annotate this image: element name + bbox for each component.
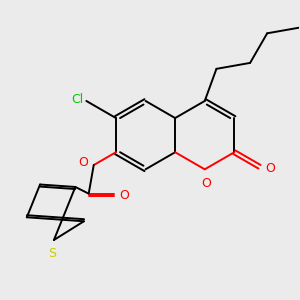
Text: O: O xyxy=(119,189,129,202)
Text: O: O xyxy=(79,156,88,169)
Text: O: O xyxy=(201,177,211,190)
Text: O: O xyxy=(265,162,275,175)
Text: Cl: Cl xyxy=(71,93,83,106)
Text: S: S xyxy=(48,247,56,260)
